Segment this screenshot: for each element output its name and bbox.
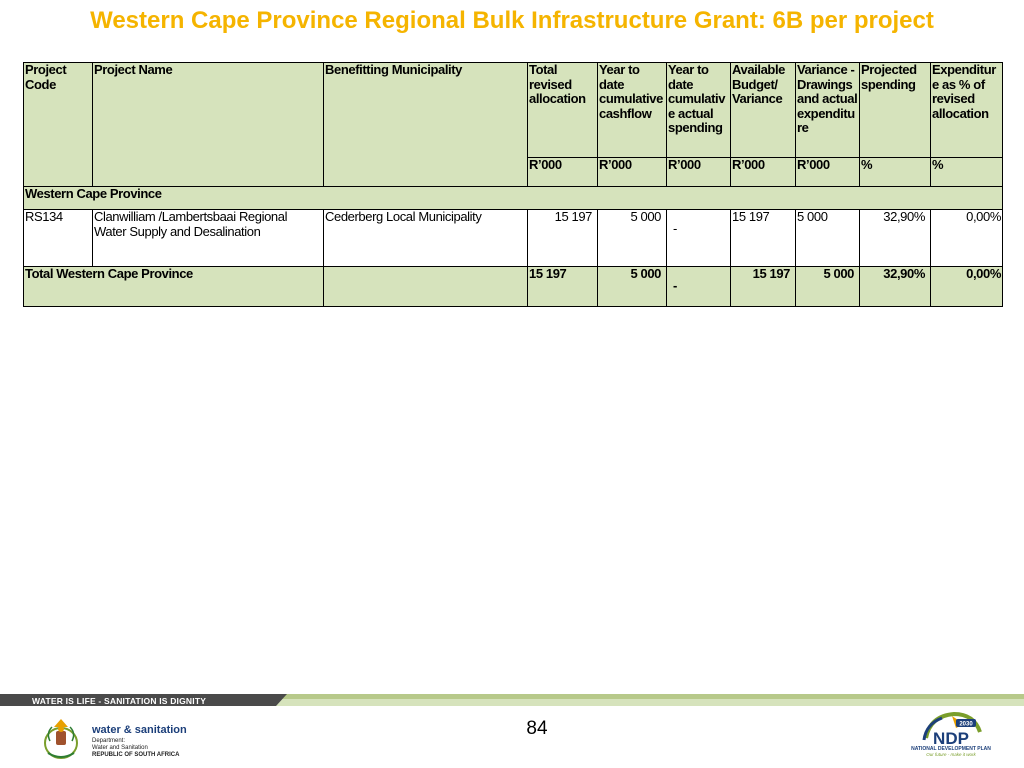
available-budget-cell: 15 197 bbox=[730, 209, 796, 267]
ndp-letters: NDP bbox=[933, 729, 969, 748]
ndp-name: NATIONAL DEVELOPMENT PLAN bbox=[911, 746, 991, 752]
ndp-logo-icon: 2030 NDP bbox=[922, 711, 982, 748]
project-name-cell: Clanwilliam /Lambertsbaai Regional Water… bbox=[92, 209, 324, 267]
ytd-cashflow-total: 5 000 bbox=[597, 266, 667, 307]
header-benefitting-municipality: Benefitting Municipality bbox=[323, 62, 528, 187]
ndp-year: 2030 bbox=[959, 722, 973, 728]
expenditure-pct-total: 0,00% bbox=[930, 266, 1003, 307]
ytd-actual-spending-cell: - bbox=[666, 209, 731, 267]
total-label: Total Western Cape Province bbox=[23, 266, 324, 307]
projected-spending-total: 32,90% bbox=[859, 266, 931, 307]
ytd-cashflow-cell: 5 000 bbox=[597, 209, 667, 267]
grant-table: Project Code Project Name Benefitting Mu… bbox=[23, 62, 1003, 307]
region-label: Western Cape Province bbox=[23, 186, 1003, 210]
header-row: Project Code Project Name Benefitting Mu… bbox=[23, 62, 1003, 187]
header-ytd-cashflow: Year to date cumulative cashflow bbox=[597, 62, 667, 158]
dept-line: REPUBLIC OF SOUTH AFRICA bbox=[92, 752, 180, 758]
header-projected-spending: Projected spending bbox=[859, 62, 931, 158]
unit-cell: R’000 bbox=[730, 157, 796, 187]
coat-of-arms-icon bbox=[44, 719, 78, 759]
projected-spending-cell: 32,90% bbox=[859, 209, 931, 267]
municipality-cell: Cederberg Local Municipality bbox=[323, 209, 528, 267]
dept-line: Water and Sanitation bbox=[92, 745, 148, 751]
footer-bar bbox=[0, 694, 1024, 706]
dept-line: Department: bbox=[92, 738, 126, 744]
table-row: RS134 Clanwilliam /Lambertsbaai Regional… bbox=[23, 209, 1003, 267]
expenditure-pct-cell: 0,00% bbox=[930, 209, 1003, 267]
department-name: water & sanitation bbox=[92, 724, 187, 736]
unit-cell: R’000 bbox=[666, 157, 731, 187]
header-project-name: Project Name bbox=[92, 62, 324, 187]
total-municipality-cell bbox=[323, 266, 528, 307]
unit-cell: R’000 bbox=[597, 157, 667, 187]
unit-cell: % bbox=[859, 157, 931, 187]
total-revised-allocation-total: 15 197 bbox=[527, 266, 598, 307]
available-budget-total: 15 197 bbox=[730, 266, 796, 307]
ytd-actual-spending-total: - bbox=[666, 266, 731, 307]
header-variance: Variance - Drawings and actual expenditu… bbox=[795, 62, 860, 158]
variance-cell: 5 000 bbox=[795, 209, 860, 267]
page-title: Western Cape Province Regional Bulk Infr… bbox=[90, 7, 934, 34]
ndp-tagline: Our future - make it work bbox=[926, 752, 976, 757]
footer-slogan: WATER IS LIFE - SANITATION IS DIGNITY bbox=[32, 696, 207, 706]
header-total-revised-allocation: Total revised allocation bbox=[527, 62, 598, 158]
unit-cell: R’000 bbox=[795, 157, 860, 187]
region-row: Western Cape Province bbox=[23, 186, 1003, 210]
header-expenditure-pct: Expenditur e as % of revised allocation bbox=[930, 62, 1003, 158]
units-row: R’000 R’000 R’000 R’000 R’000 % % bbox=[24, 157, 1003, 187]
total-row: Total Western Cape Province 15 197 5 000… bbox=[23, 266, 1003, 307]
header-project-code: Project Code bbox=[23, 62, 93, 187]
total-revised-allocation-cell: 15 197 bbox=[527, 209, 598, 267]
project-code-cell: RS134 bbox=[23, 209, 93, 267]
unit-cell: R’000 bbox=[527, 157, 598, 187]
page-number: 84 bbox=[526, 718, 548, 739]
header-ytd-actual-spending: Year to date cumulativ e actual spending bbox=[666, 62, 731, 158]
department-subtitle: Department: Water and Sanitation REPUBLI… bbox=[92, 738, 179, 759]
variance-total: 5 000 bbox=[795, 266, 860, 307]
header-available-budget: Available Budget/ Variance bbox=[730, 62, 796, 158]
unit-cell: % bbox=[930, 157, 1003, 187]
